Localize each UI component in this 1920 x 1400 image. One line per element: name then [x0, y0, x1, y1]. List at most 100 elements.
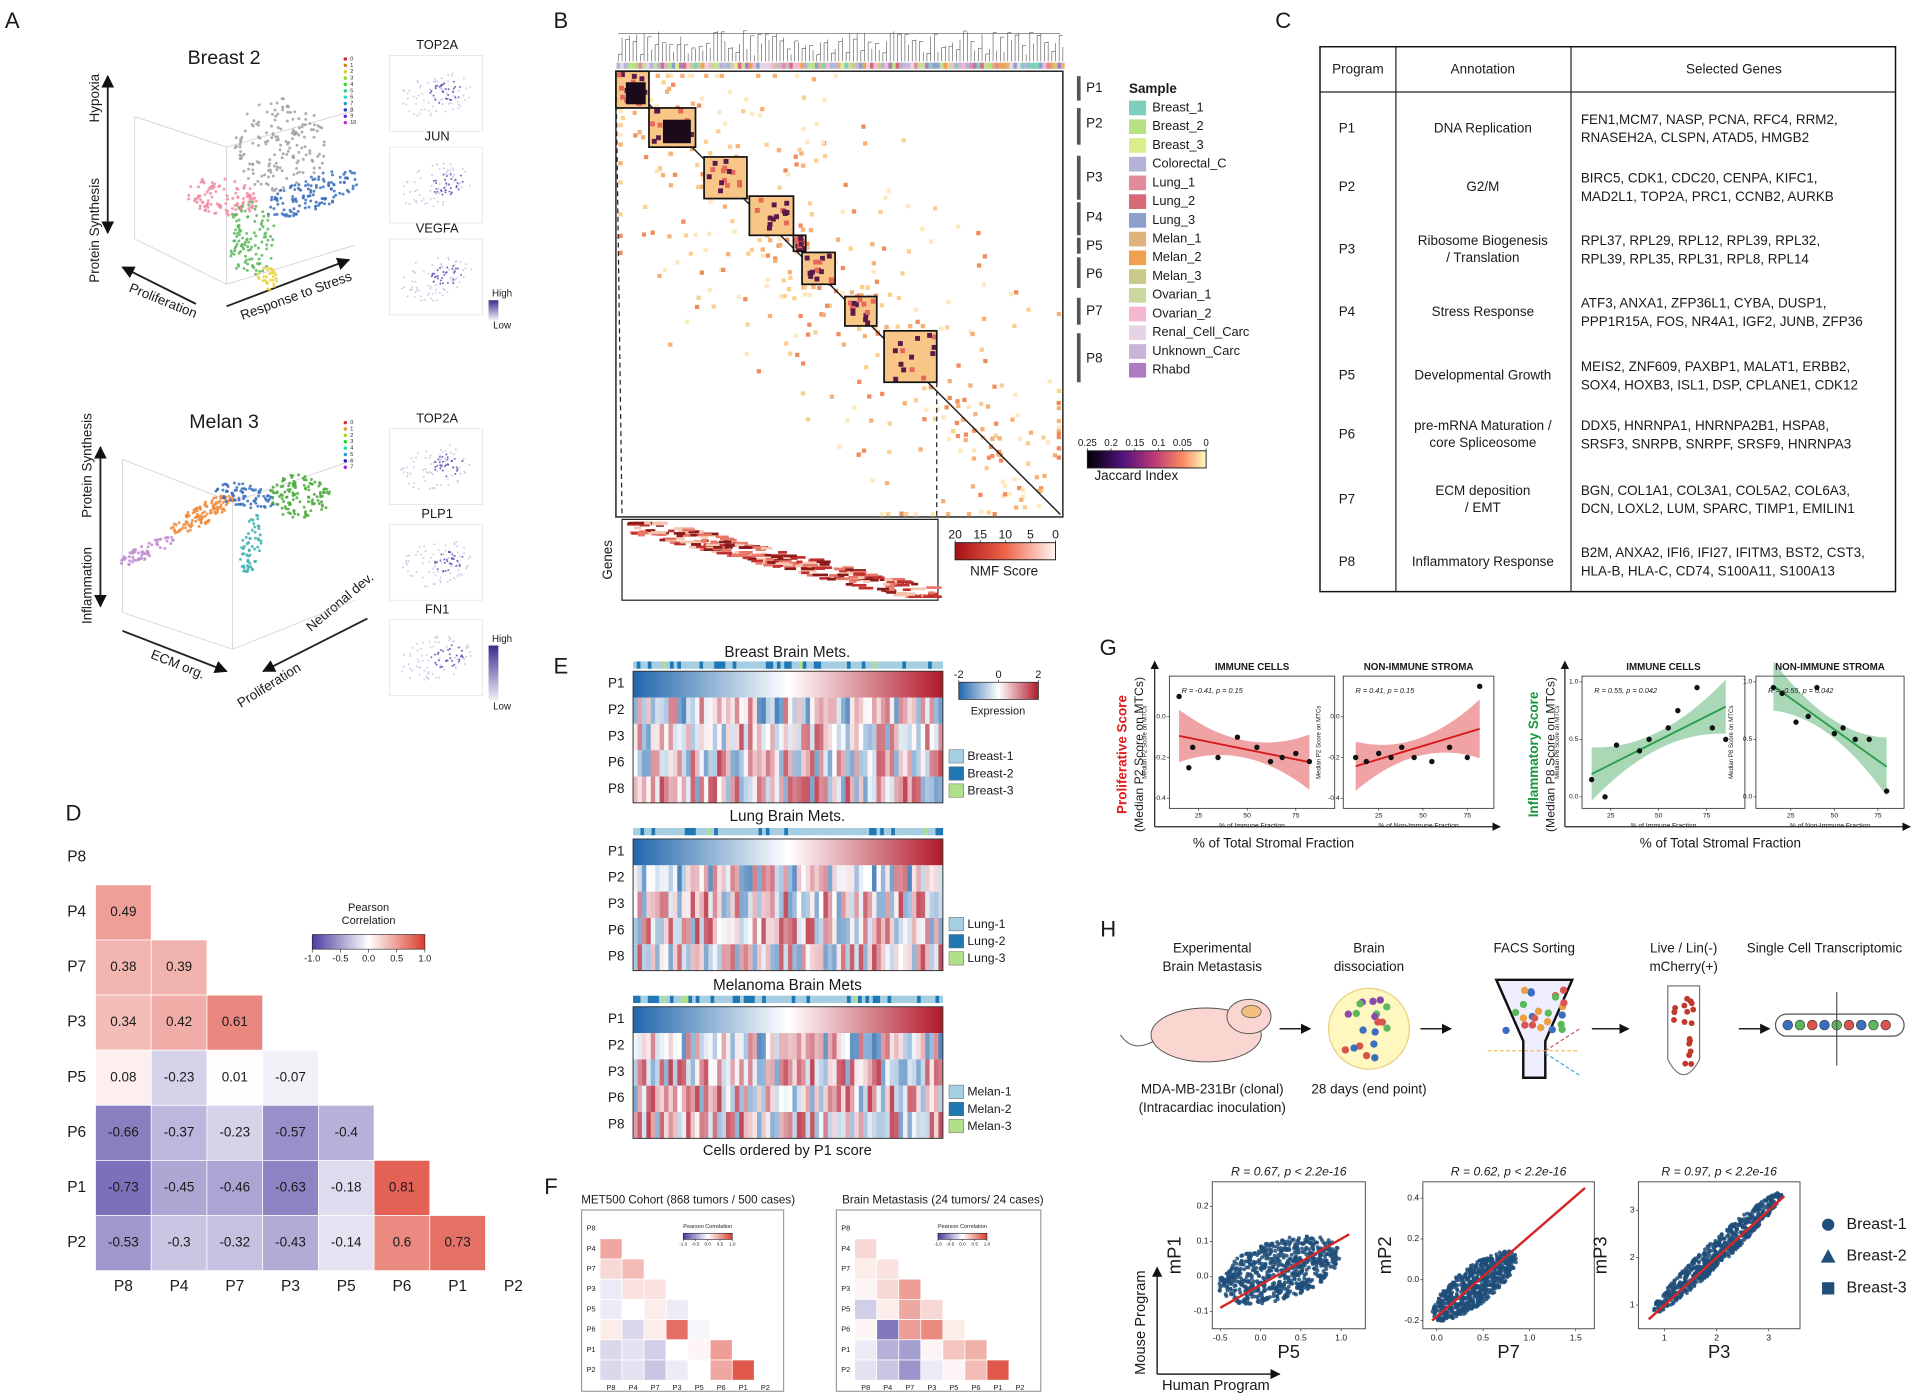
- cell-dot: [297, 513, 300, 516]
- heatmap-cell: [1009, 292, 1013, 296]
- heatmap-cell: [637, 130, 641, 134]
- sample-strip: [733, 828, 737, 835]
- sample-strip: [888, 828, 892, 835]
- heatmap-stripe: [739, 1086, 744, 1112]
- cell-dot: [284, 507, 287, 510]
- heatmap-cell: [793, 334, 797, 338]
- heatmap-cell: [651, 531, 666, 534]
- cell-dot: [236, 243, 239, 246]
- heatmap-stripe: [845, 698, 850, 724]
- heatmap-stripe: [655, 892, 660, 918]
- cell-dot: [448, 258, 450, 260]
- legend-label: Breast-3: [967, 783, 1013, 797]
- sample-strip: [707, 661, 711, 668]
- heatmap-cell: [661, 173, 665, 177]
- heatmap-cell: [666, 1320, 688, 1340]
- legend-label: Breast_1: [1152, 99, 1203, 114]
- legend-swatch: [1129, 194, 1146, 209]
- heatmap-cell: [900, 271, 904, 275]
- cell-dot: [409, 677, 411, 679]
- cell-dot: [406, 475, 408, 477]
- heatmap-cell: [932, 345, 937, 350]
- heatmap-stripe: [673, 1059, 678, 1085]
- heatmap-cell: [745, 352, 749, 356]
- value-label: -0.66: [108, 1124, 139, 1139]
- heatmap-stripe: [876, 944, 881, 970]
- heatmap-stripe: [637, 918, 642, 944]
- heatmap-stripe: [921, 777, 926, 803]
- sample-strip: [714, 828, 718, 835]
- row-label: P6: [841, 1325, 850, 1334]
- heatmap-cell: [854, 573, 865, 576]
- heatmap-stripe: [850, 865, 855, 891]
- colorbar-title: Pearson Correlation: [683, 1224, 732, 1230]
- heatmap-stripe: [664, 698, 669, 724]
- cell-dot: [291, 483, 294, 486]
- heatmap-stripe: [881, 918, 886, 944]
- heatmap-stripe: [854, 777, 859, 803]
- cell-dot: [286, 120, 289, 123]
- heatmap-stripe: [788, 944, 793, 970]
- table-header: Program: [1332, 62, 1384, 77]
- cell-dot: [259, 262, 262, 265]
- heatmap-cell: [761, 547, 772, 550]
- heatmap-cell: [863, 141, 867, 145]
- cell-dot: [308, 122, 311, 125]
- sample-strip: [862, 661, 866, 668]
- heatmap-stripe: [730, 750, 735, 776]
- heatmap-stripe: [819, 865, 824, 891]
- heatmap-cell: [803, 292, 807, 296]
- heatmap-stripe: [651, 944, 656, 970]
- cell-dot: [441, 666, 443, 668]
- cell-dot: [293, 110, 296, 113]
- heatmap-cell: [958, 449, 962, 453]
- cell-dot: [457, 551, 459, 553]
- cell-dot: [427, 673, 429, 675]
- heatmap-stripe: [819, 698, 824, 724]
- heatmap-stripe: [739, 1033, 744, 1059]
- cell-dot: [1234, 1267, 1238, 1271]
- row-label: P6: [608, 1090, 624, 1105]
- cell-dot: [276, 192, 279, 195]
- sample-strip: [786, 63, 790, 69]
- colorbar-title: Jaccard Index: [1094, 468, 1178, 483]
- cell-dot: [440, 576, 442, 578]
- heatmap-cell: [921, 1340, 943, 1360]
- heatmap-stripe: [744, 698, 749, 724]
- sample-strip: [921, 63, 925, 69]
- sample-strip: [935, 996, 939, 1003]
- cell-dot: [241, 482, 244, 485]
- heatmap-cell: [801, 571, 809, 574]
- cell-dot: [1324, 1272, 1328, 1276]
- heatmap-stripe: [779, 1086, 784, 1112]
- cell-dot: [287, 484, 290, 487]
- row-label: P2: [608, 702, 624, 717]
- heatmap-cell: [877, 1299, 899, 1319]
- cell-dot: [436, 470, 438, 472]
- sample-strip: [1057, 63, 1061, 69]
- scale-label: High: [492, 289, 512, 300]
- cell-dot: [238, 483, 241, 486]
- cell-dot: [445, 453, 447, 455]
- heatmap-stripe: [899, 1086, 904, 1112]
- sample-strip: [747, 828, 751, 835]
- cell-dot: [1311, 1246, 1315, 1250]
- sample-strip: [699, 996, 703, 1003]
- cell-dot: [238, 219, 241, 222]
- heatmap-cell: [985, 466, 989, 470]
- cell-dot: [270, 257, 273, 260]
- cell-dot: [454, 261, 456, 263]
- sample-strip: [777, 828, 781, 835]
- cell-dot: [459, 86, 461, 88]
- sample-strip: [674, 996, 678, 1003]
- cell-dot: [466, 646, 468, 648]
- genes-cell: RPL39, RPL35, RPL31, RPL8, RPL14: [1581, 251, 1810, 266]
- heatmap-cell: [690, 534, 696, 537]
- cell-dot: [1313, 1272, 1317, 1276]
- cell-dot: [248, 537, 251, 540]
- heatmap-stripe: [686, 892, 691, 918]
- point: [1832, 731, 1837, 736]
- cell-dot: [430, 298, 432, 300]
- heatmap-stripe: [775, 1086, 780, 1112]
- value-label: 0.39: [166, 959, 192, 974]
